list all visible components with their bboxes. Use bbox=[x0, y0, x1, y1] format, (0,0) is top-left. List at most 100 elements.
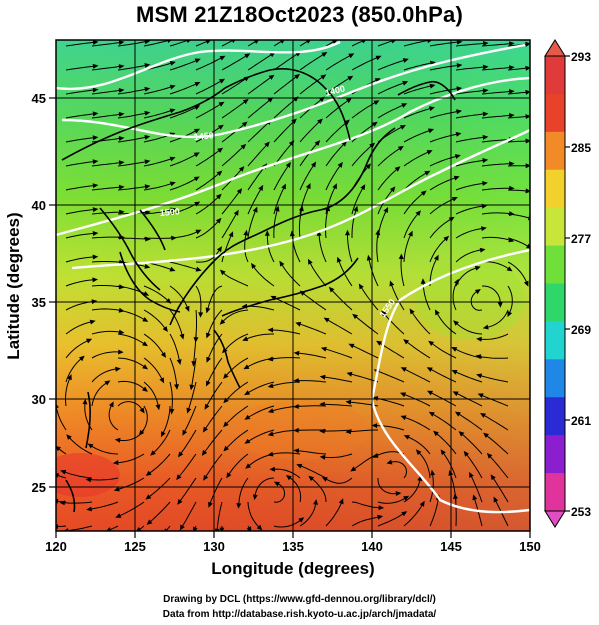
streamline-arrowhead bbox=[246, 526, 252, 531]
streamline bbox=[221, 100, 246, 119]
streamline bbox=[403, 234, 412, 263]
streamline-arrowhead bbox=[251, 262, 257, 269]
streamline-arrowhead bbox=[223, 397, 229, 404]
streamline-arrowhead bbox=[453, 493, 458, 499]
streamline-arrowhead bbox=[193, 152, 200, 158]
streamline bbox=[429, 41, 459, 47]
streamline-arrowhead bbox=[389, 186, 396, 193]
x-axis-label: Longitude (degrees) bbox=[211, 559, 375, 578]
streamline bbox=[406, 341, 431, 359]
streamline-arrowhead bbox=[475, 354, 482, 360]
streamline-arrowhead bbox=[358, 283, 364, 290]
streamline bbox=[486, 309, 509, 328]
colorbar-label-277: 277 bbox=[571, 232, 591, 246]
streamline-arrowhead bbox=[348, 53, 355, 59]
streamline-arrowhead bbox=[118, 307, 125, 313]
streamline bbox=[66, 525, 93, 531]
streamline bbox=[90, 501, 119, 510]
streamline-arrowhead bbox=[194, 82, 201, 87]
wind-streamlines bbox=[56, 40, 530, 531]
streamline bbox=[507, 140, 528, 143]
streamline bbox=[325, 77, 351, 95]
streamline-arrowhead bbox=[223, 445, 229, 452]
streamline-arrowhead bbox=[395, 491, 402, 496]
streamline-arrowhead bbox=[217, 147, 224, 153]
streamline-arrowhead bbox=[189, 384, 195, 391]
streamline-arrowhead bbox=[401, 103, 408, 108]
streamline bbox=[247, 53, 273, 71]
streamline-arrowhead bbox=[195, 229, 202, 235]
streamline bbox=[480, 333, 509, 340]
streamline bbox=[351, 144, 373, 167]
streamline-arrowhead bbox=[313, 499, 318, 505]
streamline-arrowhead bbox=[308, 475, 315, 482]
colorbar-segment bbox=[545, 321, 565, 360]
streamline bbox=[238, 477, 249, 505]
streamline-arrowhead bbox=[252, 494, 258, 501]
streamline-arrowhead bbox=[244, 438, 251, 444]
coastlines bbox=[61, 68, 456, 513]
streamline bbox=[247, 429, 275, 443]
streamline bbox=[403, 479, 421, 503]
streamline bbox=[221, 190, 241, 215]
streamline bbox=[455, 90, 485, 95]
streamline-arrowhead bbox=[371, 121, 378, 127]
streamline-arrowhead bbox=[118, 184, 125, 190]
streamline-arrowhead bbox=[219, 269, 226, 276]
streamline-arrowhead bbox=[497, 302, 503, 308]
streamline bbox=[407, 436, 431, 455]
streamline-arrowhead bbox=[479, 247, 486, 253]
streamline-arrowhead bbox=[142, 317, 149, 322]
streamline bbox=[351, 501, 381, 509]
streamline-arrowhead bbox=[169, 408, 175, 415]
streamline-arrowhead bbox=[267, 431, 274, 437]
streamline bbox=[225, 405, 249, 425]
streamline bbox=[483, 414, 509, 431]
streamline bbox=[347, 233, 353, 263]
streamline bbox=[179, 429, 197, 455]
streamline bbox=[273, 164, 290, 191]
x-tick-120: 120 bbox=[45, 539, 67, 554]
streamline bbox=[299, 142, 318, 167]
streamline bbox=[117, 357, 146, 368]
streamline-arrowhead bbox=[508, 237, 515, 243]
streamline-arrowhead bbox=[474, 265, 481, 271]
streamline-arrowhead bbox=[160, 352, 166, 358]
streamline-arrowhead bbox=[347, 75, 354, 81]
streamline-arrowhead bbox=[401, 511, 408, 517]
streamline bbox=[195, 172, 220, 191]
x-tick-145: 145 bbox=[440, 539, 462, 554]
streamline bbox=[195, 220, 220, 239]
streamline-arrowhead bbox=[493, 496, 499, 503]
streamline bbox=[351, 345, 379, 359]
streamline bbox=[429, 258, 438, 286]
streamline-arrowhead bbox=[169, 181, 176, 187]
streamline bbox=[169, 309, 183, 336]
streamline bbox=[195, 149, 221, 167]
streamline bbox=[492, 477, 509, 503]
streamline bbox=[117, 40, 147, 47]
streamline bbox=[273, 40, 283, 47]
streamline-arrowhead bbox=[377, 514, 384, 520]
y-tick-30: 30 bbox=[32, 392, 46, 407]
streamline bbox=[117, 380, 146, 390]
streamline-arrowhead bbox=[219, 527, 225, 531]
streamline bbox=[479, 375, 509, 383]
streamline-arrowhead bbox=[242, 98, 249, 105]
streamline bbox=[91, 285, 121, 288]
streamline-arrowhead bbox=[448, 216, 455, 222]
streamline-arrowhead bbox=[320, 74, 327, 80]
streamline-arrowhead bbox=[159, 377, 165, 384]
streamline bbox=[117, 333, 145, 345]
streamline-arrowhead bbox=[138, 429, 145, 436]
streamline bbox=[455, 159, 485, 167]
streamline-arrowhead bbox=[298, 517, 305, 523]
streamline-arrowhead bbox=[238, 166, 245, 172]
streamline bbox=[143, 86, 172, 95]
streamline-arrowhead bbox=[92, 40, 99, 45]
streamline-arrowhead bbox=[202, 426, 208, 433]
streamline bbox=[481, 236, 511, 241]
streamline-arrowhead bbox=[486, 452, 493, 459]
streamline-arrowhead bbox=[403, 339, 410, 345]
chart-title: MSM 21Z18Oct2023 (850.0hPa) bbox=[136, 2, 463, 27]
